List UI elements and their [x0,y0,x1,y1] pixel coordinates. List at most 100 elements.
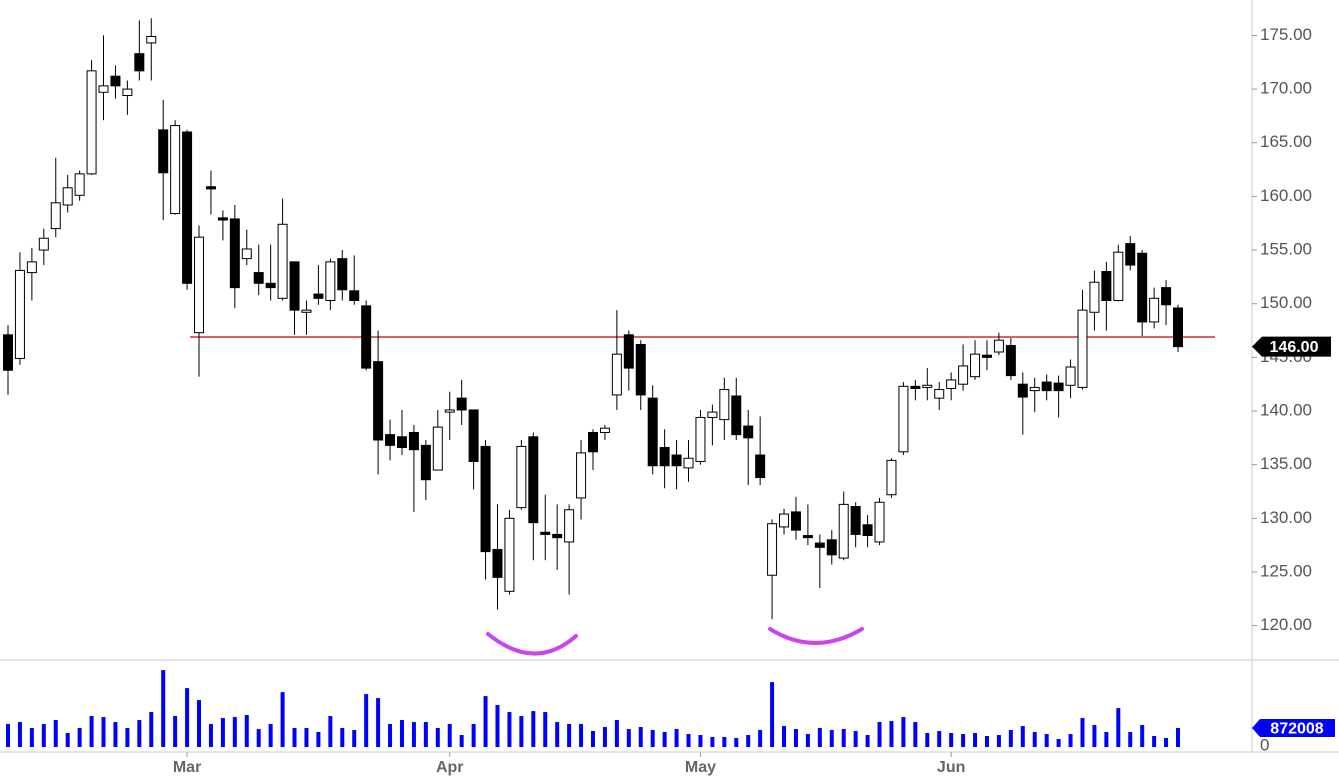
volume-bar [853,731,858,747]
candle-body [993,339,1004,353]
volume-bar [602,727,607,747]
candle-body [349,290,360,301]
volume-tick-label: 0 [1260,735,1269,754]
x-tick-label: Apr [436,759,464,776]
candle-body [826,539,837,556]
y-tick-label: 155.00 [1260,240,1312,259]
candle-body [122,88,133,97]
volume-bar [531,711,536,747]
volume-bar [734,738,739,747]
candle-body [385,434,396,446]
bottom-arc-annotation [486,632,578,656]
candle-body [50,202,61,230]
volume-bar [662,732,667,747]
candle-body [432,426,443,471]
volume-bar [591,731,595,747]
candle-body [874,501,885,543]
volume-bar [973,733,978,747]
volume-bar [113,722,118,747]
volume-bar [567,724,572,747]
candle-body [1125,243,1136,266]
candle-body [98,85,109,93]
candle-body [241,248,252,260]
candle-body [504,517,515,592]
volume-bar [411,722,416,747]
candle-body [802,535,813,539]
volume-bar [364,694,369,747]
candle-body [528,436,539,524]
y-tick-label: 160.00 [1260,186,1312,205]
candle-body [182,131,193,284]
candle-body [62,187,73,206]
volume-bar [280,692,285,747]
volume-bar [399,720,404,747]
candle-body [277,223,288,299]
y-tick-label: 135.00 [1260,454,1312,473]
volume-bar [483,696,488,747]
candle-body [814,542,825,548]
candle-body [1089,281,1100,313]
volume-bar [1116,708,1121,747]
candle-body [1017,383,1028,398]
volume-bar [543,712,548,747]
candle-body [623,334,634,369]
candle-body [420,444,431,481]
volume-bar [984,736,989,747]
candle-body [170,125,181,215]
candle-body [886,459,897,496]
volume-bar [1140,725,1145,747]
candle-body [946,379,957,389]
candle-body [838,503,849,559]
candle-body [1041,381,1052,392]
y-tick-label: 140.00 [1260,401,1312,420]
volume-bar [614,720,619,747]
volume-bar [937,731,942,747]
volume-bar [1080,718,1085,747]
volume-bar [316,732,321,747]
volume-bar [1092,725,1097,747]
volume-bar [961,734,966,747]
candle-body [1065,366,1076,386]
volume-bar [1032,732,1037,747]
volume-bar [829,730,834,747]
volume-bar [340,728,345,747]
candle-body [408,431,419,451]
y-tick-label: 170.00 [1260,79,1312,98]
y-tick-label: 130.00 [1260,508,1312,527]
volume-bar [901,717,906,747]
volume-bar [889,721,894,747]
volume-bar [805,734,810,747]
volume-bar [220,718,225,747]
volume-bar [758,730,763,747]
candle-body [743,425,754,439]
candle-body [1005,345,1016,377]
candle-body [325,261,336,301]
volume-bar [638,727,643,747]
volume-bar [256,729,261,747]
volume-bar [423,722,428,747]
candle-body [361,305,372,369]
candle-body [647,397,658,467]
volume-bar [268,724,273,747]
candle-body [396,436,407,449]
volume-badge [1252,719,1335,738]
volume-bar [519,716,524,747]
volume-bar [208,724,213,747]
volume-bar [328,716,333,747]
volume-bar [232,717,237,747]
volume-bar [1176,728,1180,747]
candle-body [970,353,981,378]
candle-body [599,427,610,433]
candle-body [205,186,216,190]
candle-body [588,431,598,453]
volume-bar [388,724,393,747]
volume-bar [579,724,584,747]
volume-bar [161,670,166,747]
volume-bar [244,715,249,747]
y-tick-label: 150.00 [1260,293,1312,312]
candle-body [516,445,527,509]
volume-bar [913,722,918,747]
candle-body [194,236,205,334]
volume-bar [65,733,70,747]
volume-bar [125,728,130,747]
